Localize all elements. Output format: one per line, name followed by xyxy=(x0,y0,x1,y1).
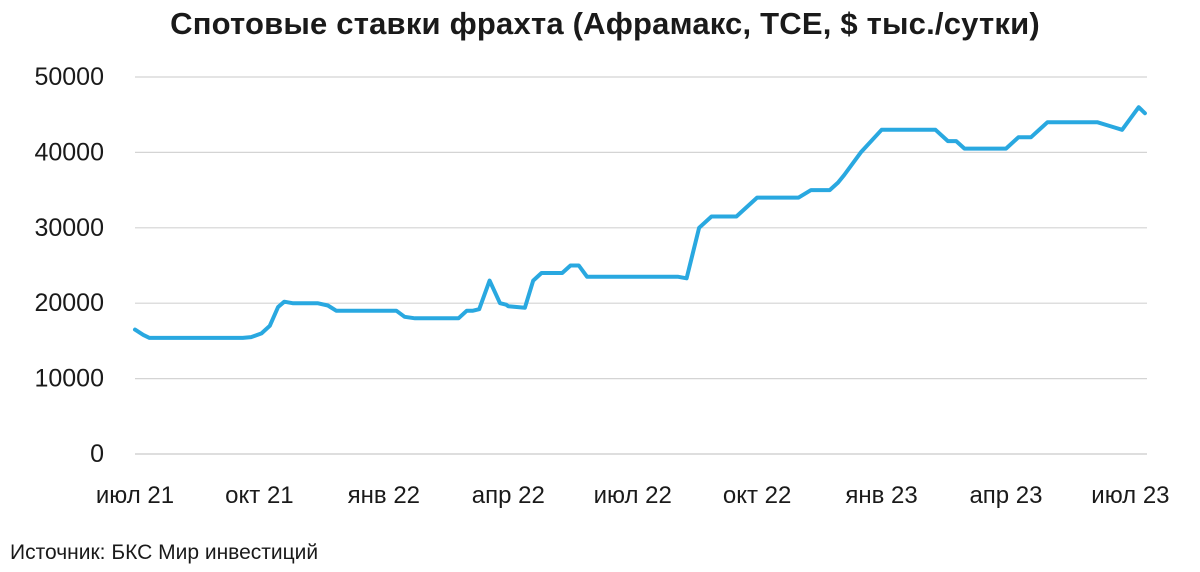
y-tick-label: 30000 xyxy=(34,214,104,242)
y-axis-tick-labels: 0 10000 20000 30000 40000 50000 xyxy=(34,63,104,468)
x-tick-label: июл 23 xyxy=(1091,482,1169,509)
y-tick-label: 0 xyxy=(90,440,104,468)
y-tick-label: 20000 xyxy=(34,289,104,317)
x-tick-label: апр 22 xyxy=(472,482,545,509)
y-tick-label: 10000 xyxy=(34,365,104,393)
y-tick-label: 50000 xyxy=(34,63,104,91)
series-layer xyxy=(133,105,1147,340)
x-tick-label: июл 21 xyxy=(96,482,174,509)
source-note: Источник: БКС Мир инвестиций xyxy=(10,541,319,564)
x-tick-label: янв 22 xyxy=(348,482,420,509)
series-line xyxy=(133,105,1147,340)
x-tick-label: окт 22 xyxy=(723,482,791,509)
chart-title: Спотовые ставки фрахта (Афрамакс, TCE, $… xyxy=(170,6,1040,41)
x-tick-label: июл 22 xyxy=(594,482,672,509)
grid-lines xyxy=(135,76,1147,455)
x-tick-label: окт 21 xyxy=(225,482,293,509)
y-tick-label: 40000 xyxy=(34,138,104,166)
x-axis-tick-labels: июл 21 окт 21 янв 22 апр 22 июл 22 окт 22 янв … xyxy=(96,482,1170,509)
x-tick-label: янв 23 xyxy=(845,482,917,509)
x-tick-label: апр 23 xyxy=(969,482,1042,509)
